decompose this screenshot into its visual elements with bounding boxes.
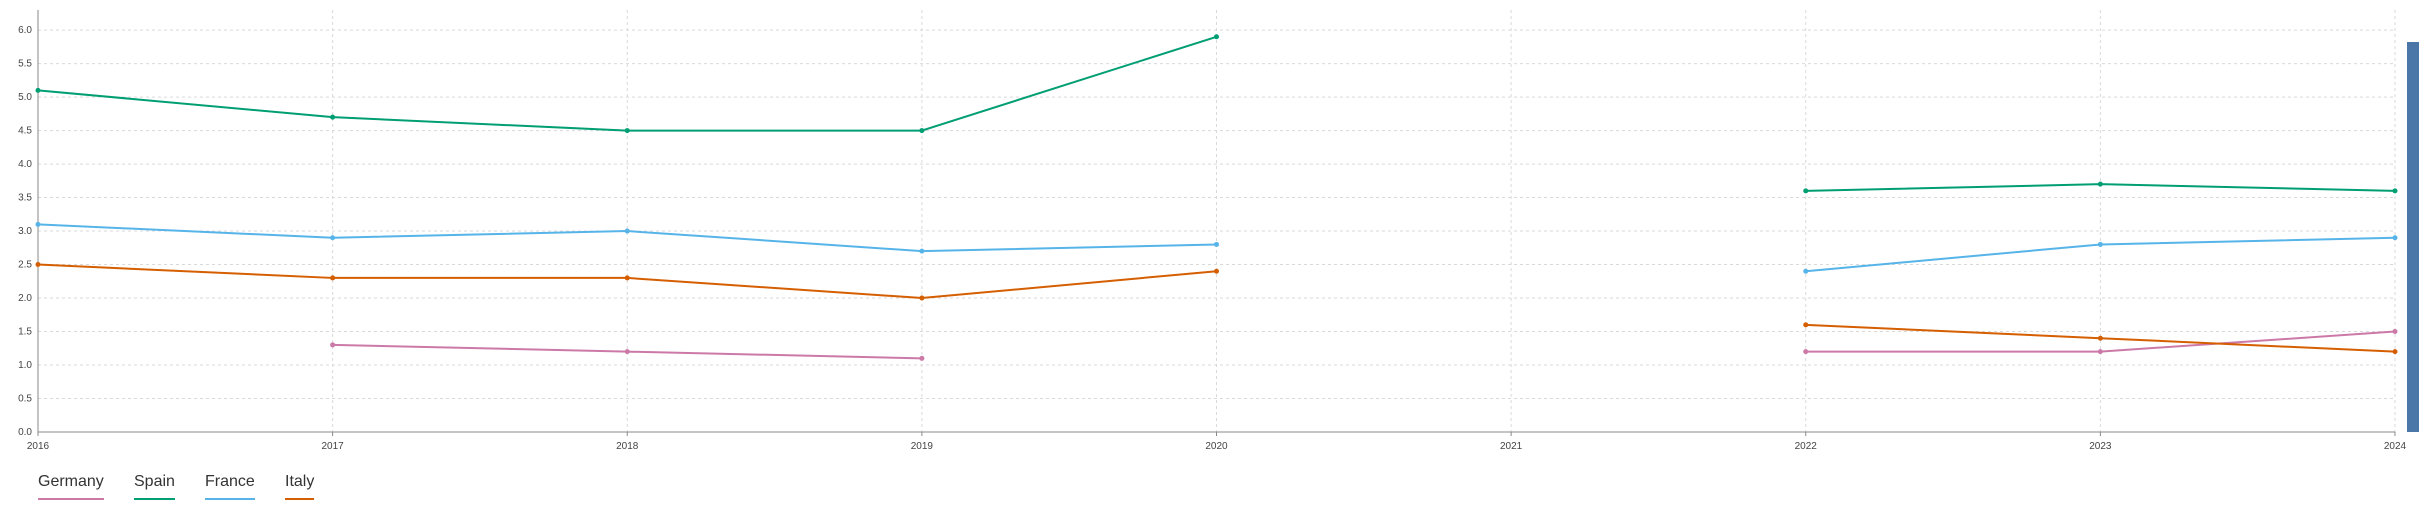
data-point-italy[interactable]: [1803, 322, 1809, 328]
legend: Germany Spain France Italy: [38, 472, 314, 500]
data-point-spain[interactable]: [2392, 188, 2398, 194]
y-tick-label: 0.0: [18, 427, 32, 438]
data-point-spain[interactable]: [1214, 34, 1219, 40]
data-point-spain[interactable]: [330, 114, 336, 120]
data-point-france[interactable]: [2392, 235, 2398, 241]
x-tick-label: 2018: [616, 441, 639, 452]
data-point-spain[interactable]: [919, 128, 925, 134]
series-france: [35, 221, 2398, 274]
y-tick-label: 3.0: [18, 226, 32, 237]
series-germany: [330, 329, 2398, 361]
y-tick-label: 0.5: [18, 394, 32, 405]
x-tick-label: 2022: [1795, 441, 1818, 452]
data-point-france[interactable]: [919, 248, 925, 254]
data-point-spain[interactable]: [624, 128, 630, 134]
data-point-spain[interactable]: [1803, 188, 1809, 194]
data-point-germany[interactable]: [624, 349, 630, 355]
y-tick-label: 2.0: [18, 293, 32, 304]
legend-swatch: [134, 498, 175, 500]
legend-label: Spain: [134, 473, 175, 490]
x-tick-label: 2017: [322, 441, 345, 452]
legend-item-italy[interactable]: Italy: [285, 472, 314, 500]
legend-item-france[interactable]: France: [205, 472, 255, 500]
series-spain: [35, 34, 2398, 194]
x-tick-label: 2019: [911, 441, 934, 452]
data-point-italy[interactable]: [330, 275, 336, 281]
legend-item-spain[interactable]: Spain: [134, 472, 175, 500]
x-tick-label: 2023: [2089, 441, 2112, 452]
legend-label: Italy: [285, 473, 315, 490]
legend-swatch: [205, 498, 255, 500]
data-point-germany[interactable]: [919, 355, 925, 361]
data-point-france[interactable]: [35, 221, 41, 227]
grid-lines: [38, 10, 2396, 432]
y-tick-label: 3.5: [18, 193, 32, 204]
data-point-italy[interactable]: [624, 275, 630, 281]
y-tick-label: 1.0: [18, 360, 32, 371]
y-tick-label: 4.5: [18, 126, 32, 137]
data-point-germany[interactable]: [1803, 349, 1809, 355]
y-tick-label: 2.5: [18, 260, 32, 271]
legend-label: France: [205, 473, 255, 490]
data-point-spain[interactable]: [2097, 181, 2103, 187]
data-point-italy[interactable]: [1214, 268, 1219, 274]
data-point-france[interactable]: [2097, 241, 2103, 247]
data-point-germany[interactable]: [330, 342, 336, 348]
data-point-france[interactable]: [330, 235, 336, 241]
data-point-france[interactable]: [1214, 241, 1219, 247]
legend-item-germany[interactable]: Germany: [38, 472, 104, 500]
data-point-france[interactable]: [1803, 268, 1809, 274]
legend-label: Germany: [38, 473, 104, 490]
x-tick-label: 2021: [1500, 441, 1523, 452]
data-point-france[interactable]: [624, 228, 630, 234]
y-tick-label: 4.0: [18, 159, 32, 170]
data-point-italy[interactable]: [2392, 349, 2398, 355]
vertical-scrollbar-handle[interactable]: [2407, 42, 2419, 432]
y-tick-label: 1.5: [18, 327, 32, 338]
data-point-italy[interactable]: [35, 262, 41, 268]
data-point-italy[interactable]: [2097, 335, 2103, 341]
x-tick-label: 2024: [2384, 441, 2407, 452]
axes: 0.0 0.5 1.0 1.5 2.0 2.5 3.0 3.5 4.0 4.5 5.0 5.5 6.0 2…: [18, 10, 2407, 452]
x-tick-label: 2020: [1205, 441, 1228, 452]
legend-swatch: [285, 498, 314, 500]
data-point-italy[interactable]: [919, 295, 925, 301]
x-tick-label: 2016: [27, 441, 50, 452]
data-point-germany[interactable]: [2392, 329, 2398, 335]
series-italy: [35, 262, 2398, 355]
y-tick-label: 5.5: [18, 59, 32, 70]
data-point-spain[interactable]: [35, 87, 41, 93]
y-tick-label: 6.0: [18, 25, 32, 36]
legend-swatch: [38, 498, 104, 500]
y-tick-label: 5.0: [18, 92, 32, 103]
series-lines: [35, 34, 2398, 361]
data-point-germany[interactable]: [2097, 349, 2103, 355]
